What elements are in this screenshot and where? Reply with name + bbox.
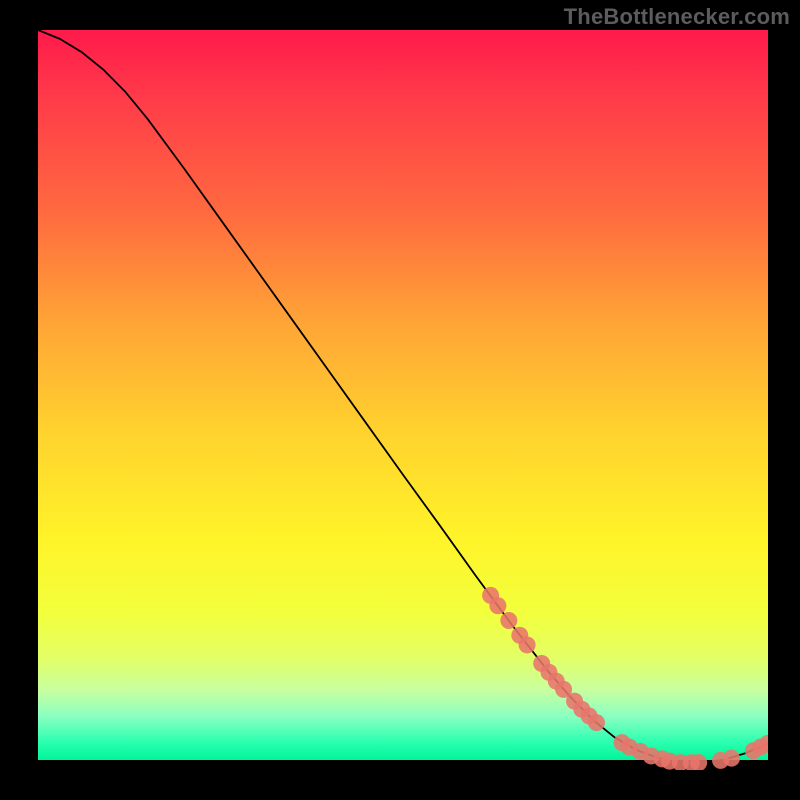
figure-root: { "watermark": { "text": "TheBottlenecke… xyxy=(0,0,800,800)
data-marker xyxy=(723,750,740,767)
data-marker xyxy=(588,714,605,731)
data-marker xyxy=(500,612,517,629)
watermark-text: TheBottlenecker.com xyxy=(564,4,790,30)
bottleneck-curve xyxy=(38,30,768,763)
data-marker xyxy=(519,636,536,653)
data-marker xyxy=(489,597,506,614)
data-markers xyxy=(482,587,768,770)
chart-svg xyxy=(38,30,768,770)
plot-frame xyxy=(38,30,768,770)
